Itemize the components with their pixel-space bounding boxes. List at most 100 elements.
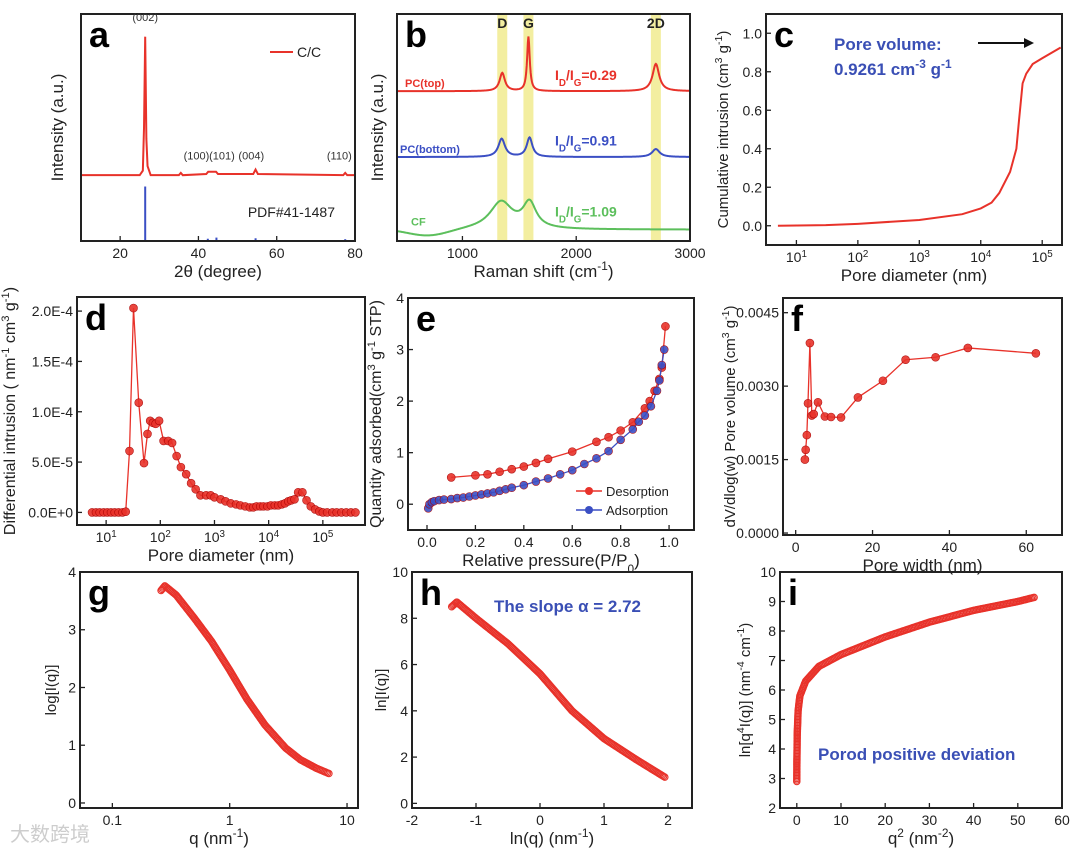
x-tick-label: 1 <box>600 812 608 828</box>
y-tick-label: 0.0015 <box>736 452 779 468</box>
y-tick-label: 0.4 <box>743 141 763 157</box>
y-tick-label: 4 <box>68 564 76 580</box>
plot-frame <box>79 571 359 809</box>
plot-area <box>793 593 1038 786</box>
data-point <box>471 471 480 480</box>
y-tick-label: 1 <box>68 737 76 753</box>
data-point <box>580 459 589 469</box>
legend-marker <box>585 487 593 495</box>
series-label: PC(bottom) <box>400 144 460 156</box>
data-point <box>801 445 810 455</box>
data-point <box>805 338 815 348</box>
data-point <box>325 769 333 778</box>
peak-label: (101) <box>209 150 235 162</box>
peak-label: (002) <box>132 12 158 24</box>
data-point <box>519 480 529 490</box>
x-tick-label: 50 <box>1010 812 1026 828</box>
panel-b: D G 2D PC(top) ID/IG=0.29 PC(bottom) ID/IG=0.9… <box>368 13 706 281</box>
peak-label: (110) <box>327 150 352 162</box>
data-point <box>646 401 656 411</box>
plot-frame <box>765 13 1063 246</box>
x-tick-label: 0.6 <box>563 534 583 550</box>
y-tick-label: 10 <box>760 564 776 580</box>
x-tick-label: 3000 <box>674 245 705 261</box>
data-point <box>125 446 134 456</box>
x-axis-label: 2θ (degree) <box>174 262 262 281</box>
data-point <box>1030 593 1038 602</box>
y-tick-label: 0.2 <box>743 179 763 195</box>
legend-label: C/C <box>297 44 321 60</box>
x-tick-label: 40 <box>191 245 207 261</box>
y-tick-label: 0.0 <box>743 218 763 234</box>
x-tick-label: 0.8 <box>611 534 631 550</box>
x-axis-label: q2 (nm-2) <box>888 826 954 848</box>
data-point <box>181 469 191 479</box>
x-tick-label: 0.2 <box>466 534 486 550</box>
data-point <box>592 454 601 463</box>
x-tick-label: 20 <box>877 812 893 828</box>
panel-g: 0.1 1 10 0 1 2 3 4 q (nm-1) log[I(q)] g <box>43 564 359 848</box>
x-tick-label: 1.0 <box>659 534 679 550</box>
x-tick-label: 20 <box>865 539 881 555</box>
pore-volume-annotation: Pore volume: <box>834 35 942 54</box>
plot-frame <box>80 13 356 242</box>
plot-area <box>800 338 1041 464</box>
x-tick-label: 105 <box>1032 249 1054 266</box>
x-tick-label: 60 <box>269 245 285 261</box>
y-tick-label: 4 <box>396 290 404 306</box>
series-line-differential <box>92 308 356 514</box>
y-tick-label: 6 <box>768 682 776 698</box>
plot-frame <box>411 571 693 809</box>
y-tick-label: 3 <box>768 771 776 787</box>
data-point <box>657 360 667 370</box>
y-tick-label: 0.0030 <box>736 378 779 394</box>
data-point <box>543 454 553 464</box>
data-point <box>963 343 973 353</box>
y-tick-label: 6 <box>400 657 408 673</box>
plot-frame <box>76 296 366 526</box>
y-tick-label: 0.8 <box>743 64 763 80</box>
legend-label: Adsorption <box>606 503 668 518</box>
panel-letter: i <box>788 572 798 613</box>
data-point <box>139 458 149 468</box>
x-tick-label: 0 <box>792 539 800 555</box>
x-tick-label: 2 <box>664 812 672 828</box>
y-tick-label: 4 <box>768 741 776 757</box>
y-axis-label: dV/dlog(w) Pore volume (cm3 g-1) <box>720 306 739 528</box>
data-point <box>555 470 565 479</box>
x-axis-label: Pore diameter (nm) <box>841 266 987 285</box>
x-tick-label: -1 <box>470 812 483 828</box>
data-point <box>931 352 940 362</box>
data-point <box>655 376 664 385</box>
plot-area <box>447 598 669 781</box>
plot-frame <box>779 571 1063 809</box>
data-point <box>604 432 613 442</box>
panel-letter: b <box>405 14 427 55</box>
data-point <box>661 322 670 331</box>
x-tick-label: 103 <box>204 529 226 546</box>
y-axis-label: Differential intrusion ( nm-1 cm3 g-1) <box>0 287 19 535</box>
band-G <box>523 14 534 241</box>
watermark: 大数跨境 <box>10 822 90 846</box>
data-point <box>298 487 307 497</box>
x-tick-label: 40 <box>942 539 958 555</box>
y-tick-label: 2 <box>396 393 404 409</box>
series-line-PC(top) <box>397 36 690 93</box>
panel-d: 101 102 103 104 105 0.0E+0 5.0E-5 1.0E-4 1.5E-4 2… <box>0 287 366 565</box>
y-tick-label: 0 <box>400 795 408 811</box>
y-tick-label: 0.0E+0 <box>28 504 73 520</box>
data-point <box>809 409 819 419</box>
data-point <box>616 426 625 435</box>
y-tick-label: 5.0E-5 <box>32 454 73 470</box>
y-axis-label: ln[I(q)] <box>373 669 390 712</box>
data-point <box>172 451 181 461</box>
y-tick-label: 2 <box>68 679 76 695</box>
plot-area <box>777 46 1062 227</box>
arrow-head-icon <box>1024 38 1034 48</box>
x-axis-label: Raman shift (cm-1) <box>474 259 614 281</box>
series-line-Desorption <box>451 326 667 479</box>
data-point <box>901 355 910 364</box>
x-tick-label: 104 <box>258 529 280 546</box>
x-tick-label: 104 <box>970 249 992 266</box>
band-label: 2D <box>647 15 665 31</box>
